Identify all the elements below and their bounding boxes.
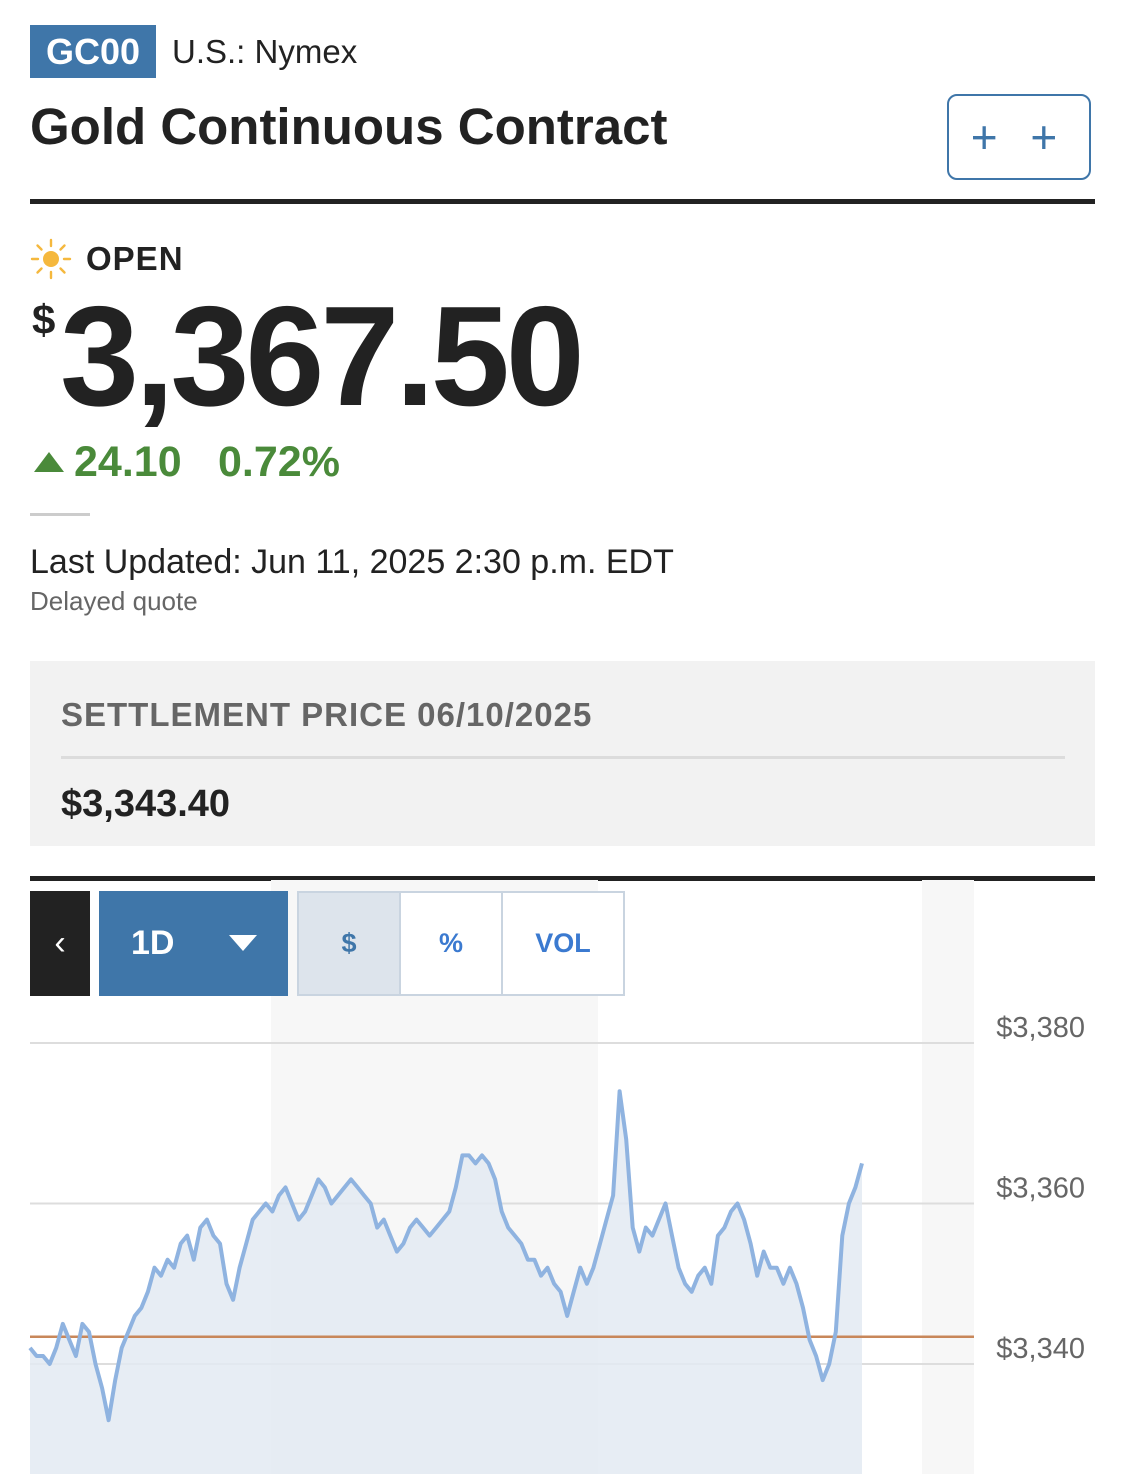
y-tick-label: $3,340 [996, 1333, 1085, 1365]
mode-dollar-button[interactable]: $ [297, 891, 401, 996]
y-tick-label: $3,360 [996, 1173, 1085, 1205]
settlement-divider [61, 756, 1065, 759]
settlement-label: SETTLEMENT PRICE 06/10/2025 [61, 696, 593, 733]
mode-volume-label: VOL [535, 928, 591, 958]
page-title: Gold Continuous Contract [30, 98, 668, 155]
range-dropdown[interactable]: 1D [99, 891, 288, 996]
divider [30, 513, 90, 516]
chart-back-button[interactable]: ‹ [30, 891, 90, 996]
sun-icon [30, 238, 72, 280]
delayed-quote-note: Delayed quote [30, 586, 198, 616]
caret-down-icon [229, 935, 257, 951]
ticker-badge: GC00 [30, 25, 156, 78]
last-updated: Last Updated: Jun 11, 2025 2:30 p.m. EDT [30, 543, 674, 581]
price-change-percent: 0.72% [218, 438, 340, 486]
header-divider [30, 199, 1095, 204]
settlement-panel [30, 661, 1095, 846]
mode-percent-button[interactable]: % [399, 891, 503, 996]
last-price: 3,367.50 [60, 277, 585, 436]
settlement-value: $3,343.40 [61, 783, 231, 825]
y-tick-label: $3,380 [996, 1012, 1085, 1044]
market-status: OPEN [86, 240, 184, 277]
up-triangle-icon [34, 452, 64, 472]
mode-volume-button[interactable]: VOL [501, 891, 625, 996]
price-change: 24.10 [74, 438, 182, 486]
currency-symbol: $ [32, 296, 56, 343]
chevron-left-icon: ‹ [54, 924, 66, 962]
watchlist-button-label: + + [970, 111, 1068, 163]
range-label: 1D [131, 924, 175, 962]
add-to-watchlist-button[interactable]: + + [947, 94, 1091, 180]
mode-dollar-label: $ [341, 928, 357, 958]
exchange-label: U.S.: Nymex [172, 33, 358, 70]
after-hours-shade [922, 880, 974, 1474]
mode-percent-label: % [438, 928, 463, 958]
price-area [30, 1091, 862, 1474]
price-line [28, 1089, 864, 1423]
chart-divider [30, 876, 1095, 881]
